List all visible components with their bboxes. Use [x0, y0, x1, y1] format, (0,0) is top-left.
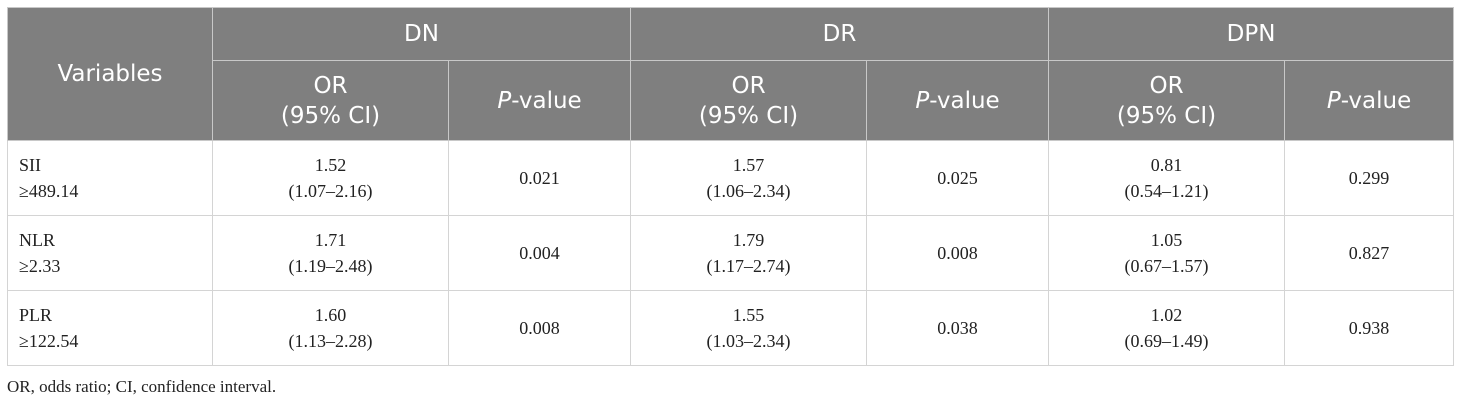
p-value-cell-dn: 0.008	[447, 290, 632, 366]
or-ci-header-dr: OR (95% CI)	[630, 60, 868, 141]
variable-threshold: ≥489.14	[19, 181, 79, 201]
p-suffix: -value	[1340, 87, 1412, 114]
ci-value: (1.06–2.34)	[706, 181, 791, 201]
variable-name: PLR	[19, 305, 53, 325]
p-value-cell-dr: 0.038	[866, 290, 1050, 366]
variable-name: SII	[19, 155, 41, 175]
ci-value: (0.67–1.57)	[1124, 256, 1209, 276]
or-label: OR	[313, 72, 348, 99]
variable-threshold: ≥2.33	[19, 256, 61, 276]
or-cell-dr: 1.79 (1.17–2.74)	[630, 215, 868, 291]
group-header-dr: DR	[630, 7, 1050, 61]
ci-value: (1.17–2.74)	[706, 256, 791, 276]
p-value-cell-dr: 0.008	[866, 215, 1050, 291]
or-label: OR	[1149, 72, 1184, 99]
p-letter: P	[915, 87, 930, 114]
variable-cell: NLR ≥2.33	[7, 215, 213, 291]
p-value-header-dpn: P-value	[1284, 60, 1455, 141]
or-cell-dn: 1.52 (1.07–2.16)	[212, 140, 449, 216]
p-value-cell-dn: 0.004	[447, 215, 632, 291]
or-value: 1.71	[314, 230, 347, 250]
results-table: Variables DN DR DPN OR (95% CI) P-value …	[7, 7, 1455, 366]
ci-label: (95% CI)	[1116, 102, 1217, 129]
ci-value: (0.69–1.49)	[1124, 331, 1209, 351]
or-cell-dr: 1.57 (1.06–2.34)	[630, 140, 868, 216]
or-value: 1.05	[1150, 230, 1183, 250]
or-ci-header-dpn: OR (95% CI)	[1048, 60, 1286, 141]
p-letter: P	[1326, 87, 1341, 114]
p-value-cell-dpn: 0.299	[1284, 140, 1455, 216]
or-cell-dpn: 1.02 (0.69–1.49)	[1048, 290, 1286, 366]
or-value: 1.79	[732, 230, 765, 250]
or-ci-header-dn: OR (95% CI)	[212, 60, 449, 141]
table-row-plr: PLR ≥122.54 1.60 (1.13–2.28) 0.008 1.55 …	[7, 290, 1455, 366]
or-cell-dpn: 0.81 (0.54–1.21)	[1048, 140, 1286, 216]
variable-cell: PLR ≥122.54	[7, 290, 213, 366]
p-value-cell-dn: 0.021	[447, 140, 632, 216]
ci-value: (1.03–2.34)	[706, 331, 791, 351]
p-value-header-dr: P-value	[866, 60, 1050, 141]
p-letter: P	[497, 87, 512, 114]
ci-label: (95% CI)	[280, 102, 381, 129]
or-cell-dpn: 1.05 (0.67–1.57)	[1048, 215, 1286, 291]
ci-label: (95% CI)	[698, 102, 799, 129]
p-suffix: -value	[929, 87, 1000, 114]
table-row-nlr: NLR ≥2.33 1.71 (1.19–2.48) 0.004 1.79 (1…	[7, 215, 1455, 291]
ci-value: (0.54–1.21)	[1124, 181, 1209, 201]
or-value: 1.55	[732, 305, 765, 325]
variable-name: NLR	[19, 230, 55, 250]
or-cell-dn: 1.60 (1.13–2.28)	[212, 290, 449, 366]
p-value-cell-dpn: 0.938	[1284, 290, 1455, 366]
p-value-cell-dr: 0.025	[866, 140, 1050, 216]
variable-threshold: ≥122.54	[19, 331, 79, 351]
or-value: 1.57	[732, 155, 765, 175]
ci-value: (1.19–2.48)	[288, 256, 373, 276]
variable-cell: SII ≥489.14	[7, 140, 213, 216]
or-value: 1.60	[314, 305, 347, 325]
group-header-dpn: DPN	[1048, 7, 1455, 61]
or-value: 1.02	[1150, 305, 1183, 325]
table-row-sii: SII ≥489.14 1.52 (1.07–2.16) 0.021 1.57 …	[7, 140, 1455, 216]
or-value: 0.81	[1150, 155, 1183, 175]
or-value: 1.52	[314, 155, 347, 175]
p-value-header-dn: P-value	[447, 60, 632, 141]
p-value-cell-dpn: 0.827	[1284, 215, 1455, 291]
group-header-dn: DN	[211, 7, 632, 61]
or-cell-dr: 1.55 (1.03–2.34)	[630, 290, 868, 366]
variables-header: Variables	[7, 7, 213, 141]
or-label: OR	[731, 72, 766, 99]
or-cell-dn: 1.71 (1.19–2.48)	[212, 215, 449, 291]
table-footnote: OR, odds ratio; CI, confidence interval.	[7, 377, 277, 396]
p-suffix: -value	[511, 87, 582, 114]
ci-value: (1.13–2.28)	[288, 331, 373, 351]
ci-value: (1.07–2.16)	[288, 181, 373, 201]
